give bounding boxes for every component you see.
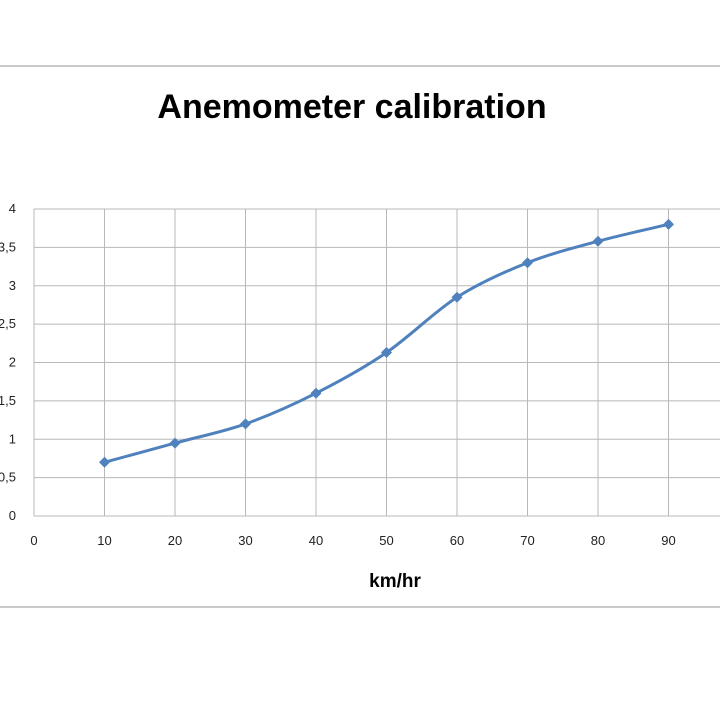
data-point-marker bbox=[522, 257, 533, 269]
y-tick-label: 0 bbox=[9, 508, 16, 523]
y-tick-label: 2,5 bbox=[0, 316, 16, 331]
chart-frame bbox=[0, 65, 720, 608]
grid bbox=[33, 208, 720, 517]
x-axis-title: km/hr bbox=[369, 571, 421, 592]
y-tick-label: 2 bbox=[9, 355, 16, 370]
x-tick-label: 30 bbox=[238, 533, 252, 548]
x-tick-label: 90 bbox=[661, 533, 675, 548]
y-tick-label: 4 bbox=[9, 201, 16, 216]
x-tick-label: 50 bbox=[379, 533, 393, 548]
data-point-marker bbox=[169, 437, 181, 449]
data-point-marker bbox=[381, 347, 392, 359]
x-tick-label: 80 bbox=[591, 533, 605, 548]
data-point-marker bbox=[663, 218, 674, 230]
x-tick-label: 20 bbox=[168, 533, 182, 548]
y-tick-label: 0,5 bbox=[0, 470, 16, 485]
x-tick-label: 60 bbox=[450, 533, 464, 548]
y-tick-label: 1,5 bbox=[0, 393, 16, 408]
data-point-marker bbox=[240, 418, 251, 430]
y-tick-label: 1 bbox=[9, 431, 16, 446]
data-point-marker bbox=[310, 387, 322, 399]
tick-labels: 00,511,522,533,540 10 20 30 40 50 60 70 80 90 bbox=[0, 201, 676, 548]
chart-title: Anemometer calibration bbox=[157, 88, 546, 126]
series bbox=[99, 218, 674, 468]
y-tick-label: 3 bbox=[9, 278, 16, 293]
x-tick-label: 0 bbox=[30, 533, 37, 548]
data-point-marker bbox=[592, 235, 604, 247]
data-point-marker bbox=[451, 291, 463, 303]
y-tick-label: 3,5 bbox=[0, 239, 16, 254]
x-tick-label: 10 bbox=[97, 533, 111, 548]
data-point-marker bbox=[99, 456, 110, 468]
x-tick-label: 70 bbox=[520, 533, 534, 548]
x-tick-label: 40 bbox=[309, 533, 323, 548]
